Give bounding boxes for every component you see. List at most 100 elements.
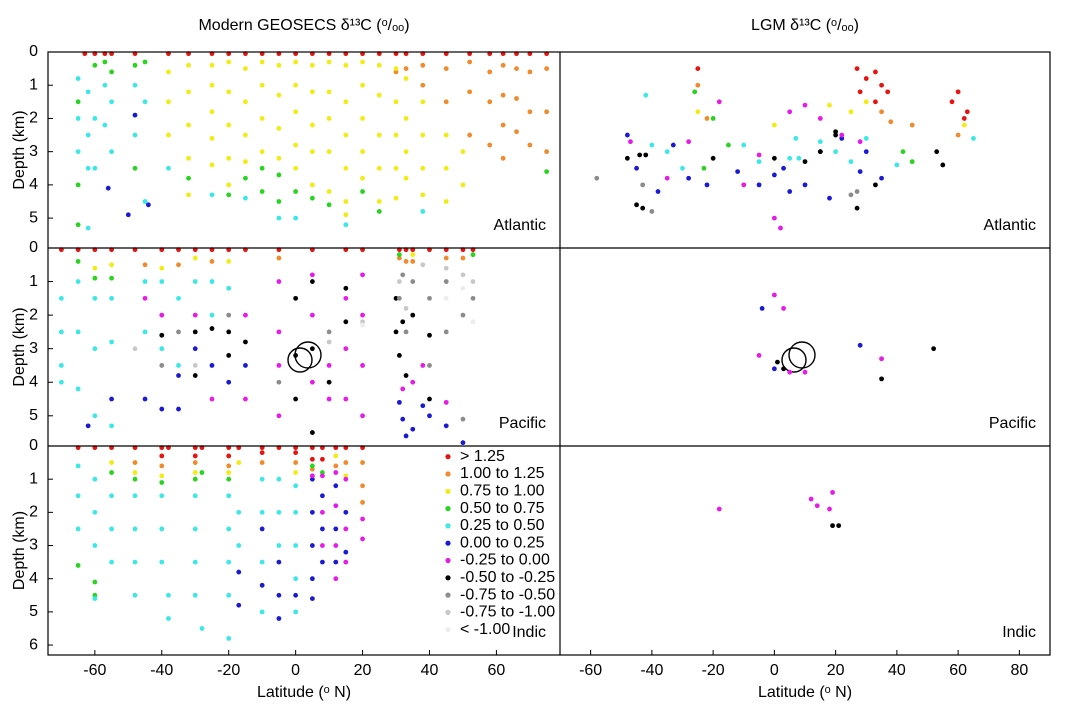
data-point: [376, 132, 382, 138]
data-point: [320, 456, 325, 462]
data-point: [85, 132, 91, 138]
data-point: [420, 192, 426, 198]
data-point: [427, 363, 432, 368]
data-point: [420, 403, 426, 409]
data-point: [808, 496, 814, 502]
data-point: [276, 199, 282, 204]
data-point: [544, 66, 550, 72]
y-tick-label: 1: [29, 470, 38, 487]
data-point: [132, 559, 138, 565]
marker-circle: [788, 341, 816, 369]
data-point: [830, 490, 835, 495]
data-point: [873, 99, 878, 105]
data-point: [420, 62, 426, 68]
data-point: [771, 292, 777, 298]
data-point: [276, 616, 282, 621]
data-point: [360, 516, 365, 522]
data-point: [343, 476, 349, 482]
data-point: [640, 205, 646, 211]
data-point: [226, 559, 232, 565]
x-tick-label: 40: [888, 662, 906, 679]
data-point: [293, 142, 299, 148]
data-point: [75, 563, 81, 568]
data-point: [640, 182, 646, 188]
data-point: [741, 142, 747, 148]
data-point: [427, 332, 432, 338]
data-point: [594, 175, 600, 181]
data-point: [109, 470, 114, 475]
data-point: [796, 155, 802, 161]
data-point: [460, 255, 466, 261]
data-point: [276, 413, 282, 419]
data-point: [159, 453, 165, 459]
legend-marker: [445, 557, 451, 564]
data-point: [159, 279, 165, 284]
data-point: [756, 152, 762, 158]
legend-marker: [445, 592, 451, 598]
panel-frames: [47, 51, 1051, 656]
data-point: [92, 509, 98, 515]
data-point: [759, 306, 765, 311]
data-point: [226, 592, 232, 598]
data-point: [293, 59, 299, 65]
data-point: [704, 116, 710, 121]
data-point: [909, 122, 915, 128]
data-point: [309, 182, 315, 188]
data-point: [360, 59, 365, 65]
data-point: [159, 480, 165, 485]
data-point: [326, 379, 332, 385]
data-point: [243, 66, 248, 72]
y-tick-label: 3: [29, 143, 38, 160]
data-point: [427, 396, 432, 402]
data-point: [393, 99, 399, 105]
data-point: [756, 352, 762, 358]
data-point: [236, 543, 242, 548]
data-point: [854, 66, 860, 72]
data-point: [186, 122, 191, 128]
x-tick-label: -40: [640, 662, 663, 679]
data-point: [309, 89, 315, 95]
data-point: [109, 526, 114, 532]
plot-frame: [47, 51, 1051, 656]
data-point: [961, 116, 967, 121]
data-point: [309, 346, 315, 352]
basin-label: Pacific: [989, 415, 1036, 432]
data-point: [514, 96, 519, 101]
data-point: [827, 506, 832, 512]
data-point: [544, 149, 550, 155]
data-point: [293, 215, 299, 221]
data-point: [176, 295, 181, 301]
data-point: [326, 116, 332, 121]
data-point: [410, 279, 416, 284]
data-point: [360, 413, 365, 419]
legend-label: 0.75 to 1.00: [460, 483, 545, 500]
data-point: [109, 559, 114, 565]
data-point: [276, 559, 282, 565]
data-point: [209, 135, 215, 141]
data-point: [410, 252, 416, 258]
basin-label: Indic: [1002, 624, 1036, 641]
data-point: [343, 549, 349, 555]
data-point: [159, 363, 165, 368]
data-point: [192, 312, 198, 318]
data-point: [209, 279, 215, 284]
data-point: [276, 279, 282, 284]
data-point: [226, 453, 232, 459]
data-point: [343, 509, 349, 515]
data-point: [109, 99, 114, 105]
data-point: [132, 132, 138, 138]
data-point: [259, 189, 265, 194]
data-point: [209, 312, 215, 318]
data-point: [92, 165, 98, 171]
data-point: [848, 109, 854, 115]
data-point: [701, 165, 707, 171]
data-point: [443, 199, 449, 204]
data-point: [376, 199, 382, 204]
data-point: [132, 165, 138, 171]
y-tick-label: 2: [29, 306, 38, 323]
data-point: [410, 312, 416, 318]
data-point: [420, 262, 426, 268]
data-point: [132, 82, 138, 88]
data-point: [343, 346, 349, 352]
